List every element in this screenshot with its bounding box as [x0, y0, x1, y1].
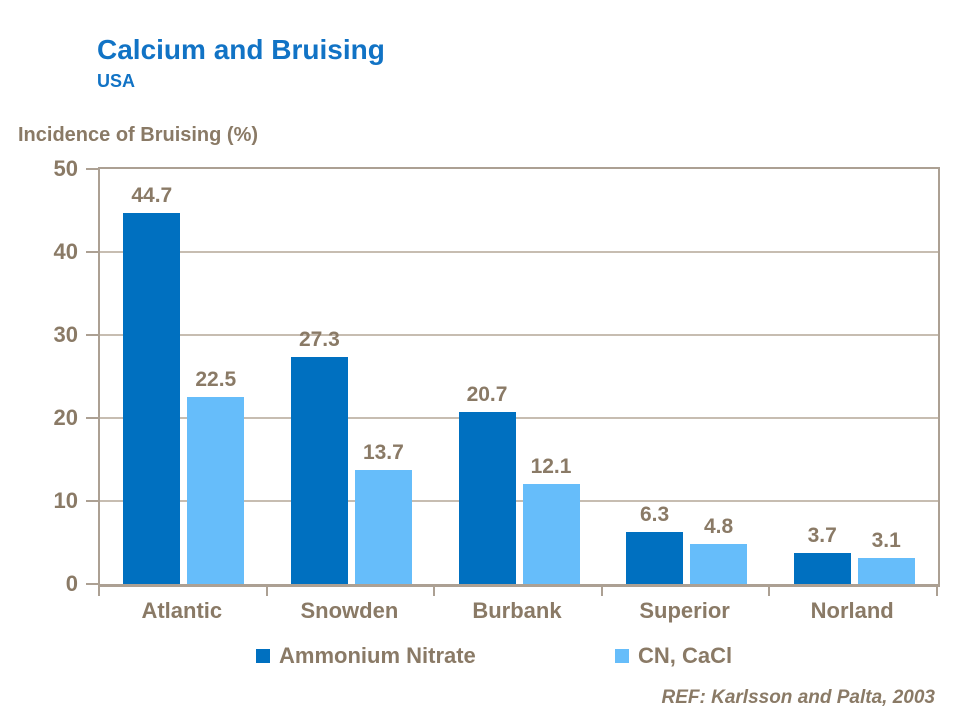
category-label: Snowden: [300, 598, 399, 623]
x-axis-tick: [768, 585, 771, 596]
bar-value-label: 22.5: [195, 368, 237, 392]
bar: [522, 483, 580, 584]
page-subtitle: USA: [97, 71, 136, 91]
bar: [354, 470, 412, 584]
legend-label: Ammonium Nitrate: [279, 643, 476, 668]
legend-item: CN, CaCl: [615, 642, 732, 670]
gridline: [100, 417, 938, 419]
category-label: Superior: [639, 598, 730, 623]
bar: [123, 213, 181, 584]
legend-swatch: [615, 649, 629, 663]
bar: [690, 544, 748, 584]
plot-area: 44.7 22.5 27.3 13.7 20.7 12.1 6.3 4.8 3.7 3.1: [98, 167, 940, 587]
bar-value-label: 6.3: [639, 502, 670, 526]
category-label: Atlantic: [141, 598, 223, 623]
bar-value-label: 20.7: [466, 383, 508, 407]
category-label: Norland: [810, 598, 894, 623]
x-axis-tick: [600, 585, 603, 596]
bar: [187, 397, 245, 584]
y-tick-label: 40: [53, 239, 78, 264]
bar-value-label: 44.7: [131, 183, 173, 207]
y-tick-label: 30: [53, 322, 78, 347]
y-axis-tick: [86, 583, 98, 585]
bar-value-label: 3.1: [871, 529, 901, 553]
bar: [458, 412, 516, 584]
bar-value-label: 12.1: [530, 454, 572, 478]
x-axis-tick: [936, 585, 938, 596]
gridline: [100, 334, 938, 336]
page-title: Calcium and Bruising: [97, 34, 385, 65]
reference-text: REF: Karlsson and Palta, 2003: [661, 687, 936, 708]
y-tick-label: 0: [65, 571, 78, 596]
y-axis-title: Incidence of Bruising (%): [18, 124, 259, 146]
y-tick-label: 20: [53, 405, 78, 430]
y-tick-label: 50: [53, 156, 78, 181]
x-axis-tick: [98, 585, 100, 596]
y-tick-label: 10: [53, 488, 78, 513]
y-axis-tick: [86, 168, 98, 170]
bar: [793, 553, 851, 584]
bar: [857, 558, 915, 584]
legend-swatch: [256, 649, 270, 663]
gridline: [100, 500, 938, 502]
y-axis-tick: [86, 417, 98, 419]
legend-item: Ammonium Nitrate: [256, 642, 476, 670]
bar: [290, 357, 348, 584]
bar-value-label: 13.7: [362, 441, 404, 465]
legend-label: CN, CaCl: [638, 643, 733, 668]
bar-value-label: 3.7: [807, 524, 837, 548]
x-axis-tick: [433, 585, 436, 596]
gridline: [100, 251, 938, 253]
bar-value-label: 4.8: [703, 515, 734, 539]
x-axis-tick: [265, 585, 268, 596]
y-axis-tick: [86, 251, 98, 253]
bar-value-label: 27.3: [298, 328, 340, 352]
category-label: Burbank: [472, 598, 562, 623]
bar: [626, 531, 684, 584]
y-axis-tick: [86, 334, 98, 336]
y-axis-tick: [86, 500, 98, 502]
